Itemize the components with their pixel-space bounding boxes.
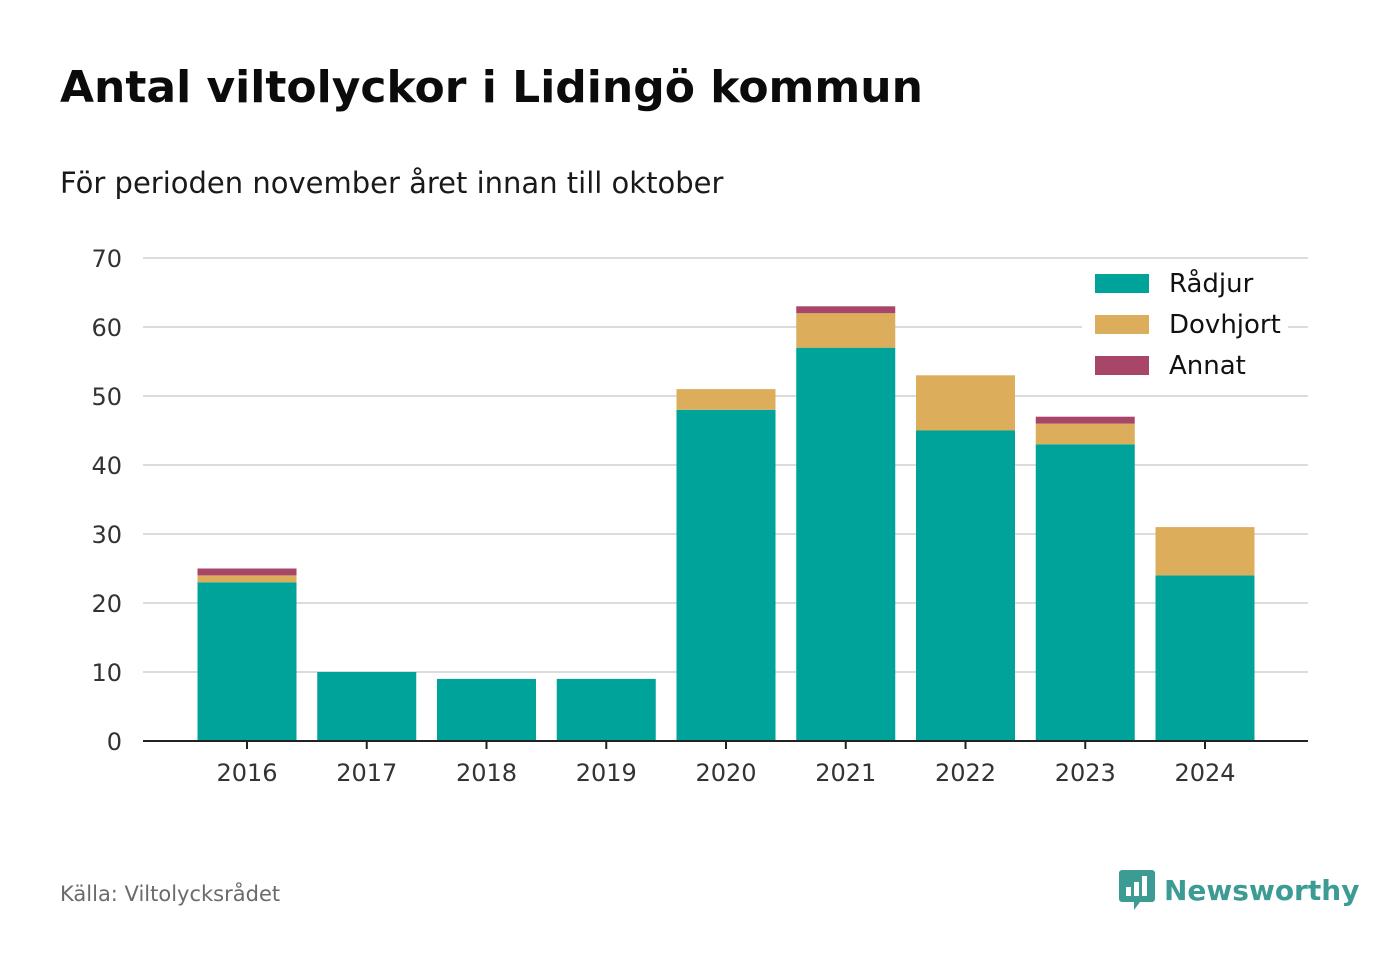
legend-label: Dovhjort: [1169, 310, 1281, 340]
bar-2024-rådjur: [1155, 575, 1255, 741]
legend-swatch-annat: [1095, 356, 1149, 375]
x-tick-label: 2019: [576, 759, 637, 787]
legend-swatch-rådjur: [1095, 274, 1149, 293]
chart-subtitle: För perioden november året innan till ok…: [60, 166, 724, 200]
x-tick-label: 2016: [216, 759, 277, 787]
bar-2017-rådjur: [317, 672, 417, 741]
bar-2020-rådjur: [676, 409, 776, 741]
y-tick-label: 10: [91, 659, 122, 687]
y-tick-label: 0: [107, 728, 122, 756]
bar-2023-rådjur: [1035, 444, 1135, 741]
legend-swatch-dovhjort: [1095, 315, 1149, 334]
brand-name: Newsworthy: [1164, 873, 1360, 907]
x-axis-ticks: 2016 2017 2018 2019 2020 2021 2022 2023 2024: [216, 741, 1236, 787]
newsworthy-logo-icon: [1119, 870, 1155, 910]
bar-2016-rådjur: [197, 582, 297, 741]
y-tick-label: 20: [91, 590, 122, 618]
bars: [197, 306, 1255, 741]
bar-2022-rådjur: [916, 430, 1015, 741]
bar-2022-dovhjort: [916, 375, 1015, 431]
y-tick-label: 40: [91, 452, 122, 480]
bar-2016-annat: [197, 568, 297, 576]
x-tick-label: 2023: [1055, 759, 1116, 787]
bar-2021-rådjur: [796, 347, 896, 741]
y-axis-ticks: 0 10 20 30 40 50 60 70: [91, 245, 122, 756]
bar-2021-annat: [796, 306, 896, 314]
bar-2016-dovhjort: [197, 575, 297, 583]
bar-2018-rådjur: [437, 678, 536, 741]
y-tick-label: 60: [91, 314, 122, 342]
y-tick-label: 50: [91, 383, 122, 411]
bar-2021-dovhjort: [796, 313, 896, 348]
x-tick-label: 2020: [695, 759, 756, 787]
chart-title: Antal viltolyckor i Lidingö kommun: [60, 62, 923, 113]
brand-logo: Newsworthy: [1118, 868, 1359, 912]
legend: Rådjur Dovhjort Annat: [1082, 262, 1288, 384]
bar-2024-dovhjort: [1155, 527, 1255, 576]
y-tick-label: 30: [91, 521, 122, 549]
bar-2023-annat: [1035, 416, 1135, 424]
y-tick-label: 70: [91, 245, 122, 273]
legend-label: Annat: [1169, 351, 1246, 381]
source-note: Källa: Viltolycksrådet: [60, 882, 281, 906]
bar-2019-rådjur: [556, 678, 656, 741]
x-tick-label: 2022: [935, 759, 996, 787]
x-tick-label: 2018: [456, 759, 517, 787]
x-tick-label: 2024: [1174, 759, 1235, 787]
legend-label: Rådjur: [1169, 268, 1254, 299]
x-tick-label: 2021: [815, 759, 876, 787]
bar-2020-dovhjort: [676, 389, 776, 410]
x-tick-label: 2017: [336, 759, 397, 787]
bar-2023-dovhjort: [1035, 423, 1135, 445]
